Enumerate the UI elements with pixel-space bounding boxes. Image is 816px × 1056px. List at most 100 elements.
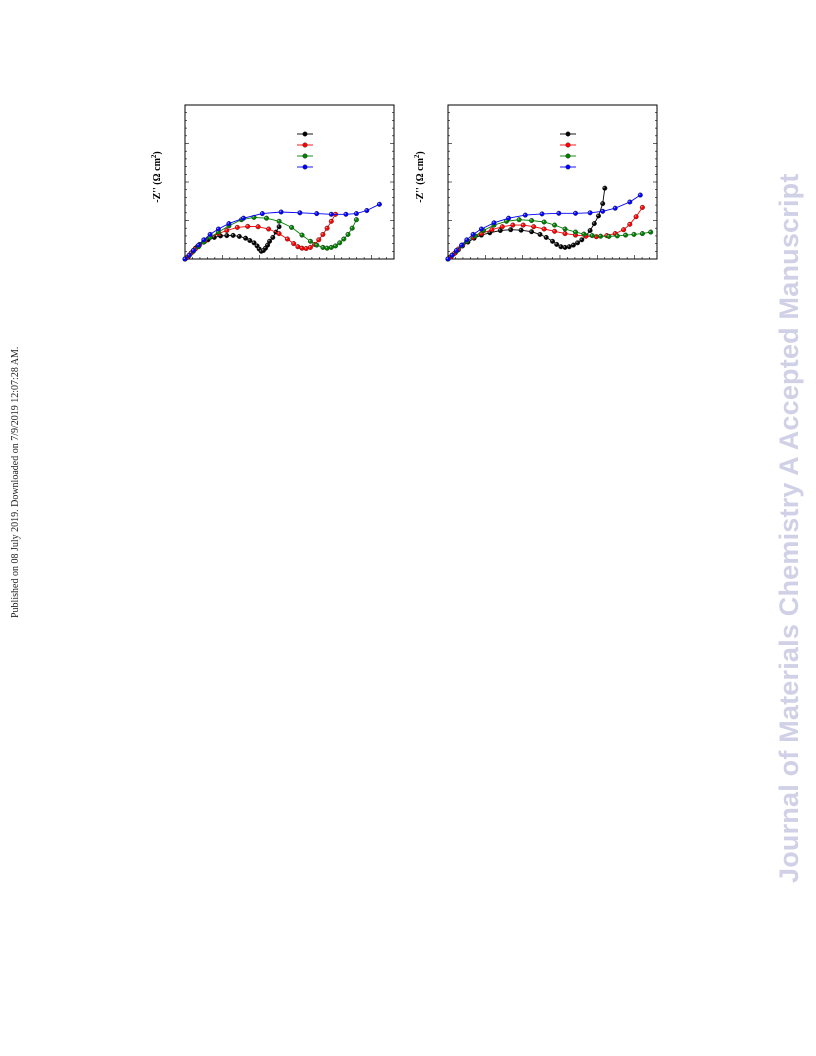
data-point <box>276 224 282 230</box>
point-highlight <box>296 245 299 247</box>
point-highlight <box>479 227 482 230</box>
point-highlight <box>551 239 553 242</box>
legend-marker <box>302 164 308 170</box>
point-highlight <box>615 234 618 236</box>
data-point <box>284 236 290 242</box>
data-point <box>639 231 645 237</box>
point-highlight <box>237 234 240 237</box>
data-point <box>341 236 347 242</box>
point-highlight <box>342 237 344 240</box>
point-highlight <box>511 223 513 226</box>
point-highlight <box>563 246 566 248</box>
point-highlight <box>500 225 503 227</box>
point-highlight <box>509 228 511 230</box>
point-highlight <box>329 246 332 248</box>
point-highlight <box>260 212 263 214</box>
data-point <box>499 224 505 230</box>
point-highlight <box>183 257 186 260</box>
point-highlight <box>540 212 543 214</box>
point-highlight <box>622 228 624 230</box>
point-highlight <box>553 223 555 226</box>
data-point <box>518 227 524 233</box>
point-highlight <box>640 232 643 234</box>
point-highlight <box>231 233 234 236</box>
data-point <box>445 256 451 262</box>
point-highlight <box>325 226 328 229</box>
point-highlight <box>225 229 227 231</box>
y-axis-label: -Z'' (Ω cm2) <box>413 151 426 203</box>
point-highlight <box>191 249 194 251</box>
point-highlight <box>255 244 258 246</box>
data-point <box>510 222 516 228</box>
point-highlight <box>555 242 557 245</box>
point-highlight <box>321 232 324 235</box>
legend-marker <box>565 142 571 148</box>
data-point <box>541 226 547 232</box>
data-point <box>316 237 322 243</box>
point-highlight <box>538 232 541 235</box>
point-highlight <box>264 246 266 249</box>
data-point <box>343 211 349 217</box>
data-point <box>234 224 240 230</box>
data-point <box>612 205 618 211</box>
point-highlight <box>530 219 532 221</box>
data-point <box>579 237 585 243</box>
data-point <box>314 242 320 248</box>
data-point <box>600 201 606 207</box>
point-highlight <box>279 210 282 213</box>
data-point <box>307 244 313 250</box>
data-point <box>353 211 359 217</box>
series-4 <box>445 192 643 262</box>
point-highlight <box>498 229 501 231</box>
point-highlight <box>628 222 630 225</box>
point-highlight <box>603 186 605 189</box>
point-highlight <box>267 227 269 230</box>
data-point <box>328 218 334 224</box>
data-point <box>266 226 272 232</box>
point-highlight <box>202 238 204 240</box>
point-highlight <box>350 226 353 229</box>
point-highlight <box>532 225 534 227</box>
data-point <box>573 210 579 216</box>
point-highlight <box>613 206 616 209</box>
point-highlight <box>317 238 319 240</box>
point-highlight <box>574 211 576 214</box>
point-highlight <box>563 232 566 234</box>
data-point <box>226 221 232 227</box>
data-point <box>491 220 497 226</box>
point-highlight <box>580 238 582 240</box>
point-highlight <box>268 239 270 242</box>
data-point <box>598 233 604 239</box>
point-highlight <box>576 241 578 243</box>
data-point <box>230 232 236 238</box>
data-point <box>633 214 639 220</box>
data-point <box>562 244 568 250</box>
point-highlight <box>377 202 380 205</box>
data-point <box>207 231 213 237</box>
point-highlight <box>450 253 453 256</box>
data-point <box>247 237 253 243</box>
data-point <box>215 226 221 232</box>
data-point <box>297 210 303 216</box>
data-point <box>550 238 556 244</box>
point-highlight <box>590 234 593 236</box>
point-highlight <box>329 212 332 215</box>
point-highlight <box>266 243 268 246</box>
ylabel-main: -Z'' ( <box>152 181 163 203</box>
data-point <box>182 256 188 262</box>
series-4 <box>182 201 382 262</box>
data-point <box>566 244 572 250</box>
axis-ticks <box>185 112 394 259</box>
ylabel-main: -Z'' ( <box>415 181 426 203</box>
point-highlight <box>613 232 616 234</box>
point-highlight <box>277 232 280 234</box>
data-point <box>589 233 595 239</box>
point-highlight <box>329 219 332 222</box>
point-highlight <box>252 241 255 243</box>
series-line <box>447 188 606 260</box>
point-highlight <box>553 229 555 232</box>
y-axis-label: -Z'' (Ω cm2) <box>150 151 163 203</box>
point-highlight <box>490 228 493 230</box>
point-highlight <box>300 233 303 236</box>
point-highlight <box>592 222 595 224</box>
